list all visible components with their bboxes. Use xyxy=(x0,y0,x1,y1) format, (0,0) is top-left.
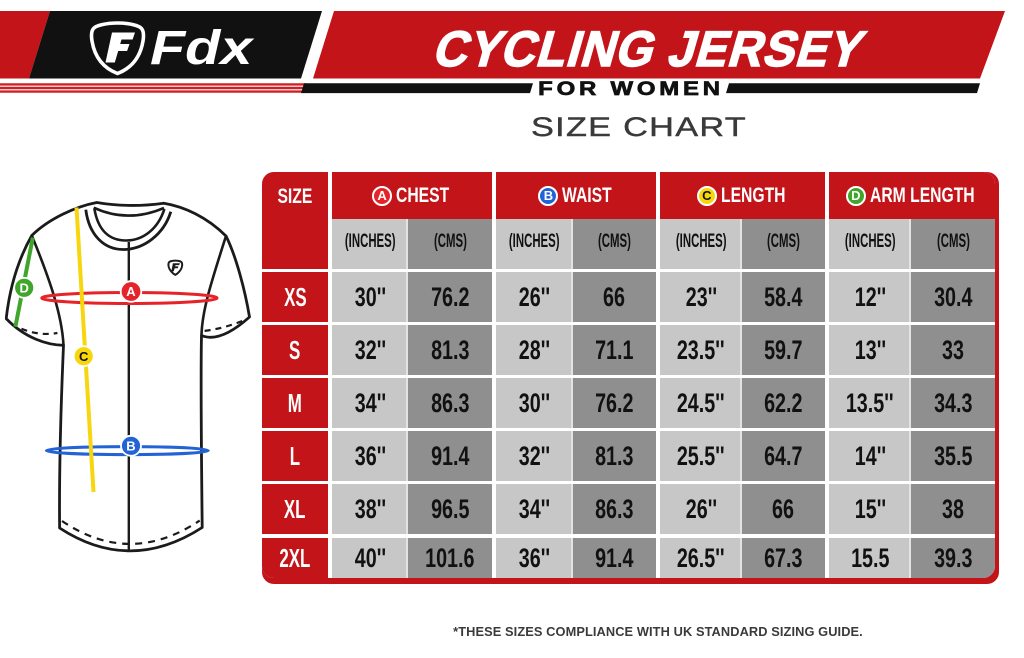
svg-text:A: A xyxy=(126,284,136,299)
svg-text:B: B xyxy=(126,439,135,454)
svg-text:D: D xyxy=(20,281,29,296)
svg-text:C: C xyxy=(79,349,89,364)
